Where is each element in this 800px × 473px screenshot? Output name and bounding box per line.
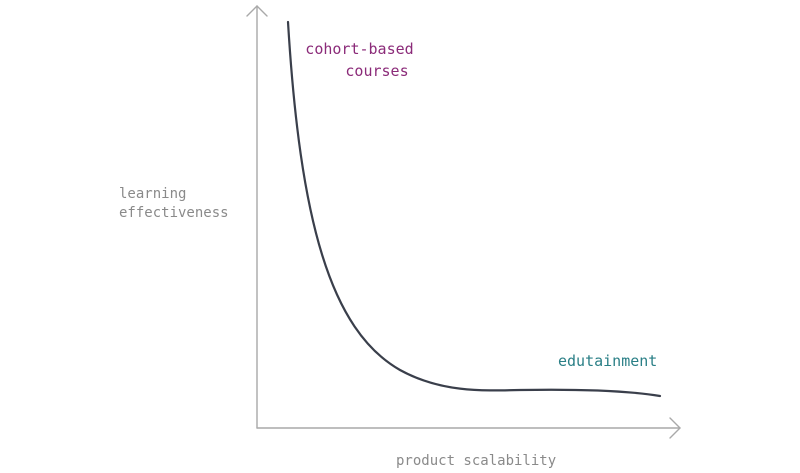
x-axis-arrowhead xyxy=(669,417,681,439)
y-axis-label: learning effectiveness xyxy=(119,186,229,221)
y-axis-arrowhead xyxy=(246,5,268,17)
x-axis xyxy=(256,417,681,439)
y-axis xyxy=(246,5,268,429)
tradeoff-curve xyxy=(286,20,662,398)
x-axis-label: product scalability xyxy=(396,453,556,469)
y-axis-label-line-1: learning xyxy=(119,186,186,202)
cohort-label-line-2: courses xyxy=(345,62,408,80)
y-axis-label-line-2: effectiveness xyxy=(119,205,229,221)
cohort-based-courses-label: cohort-based courses xyxy=(305,40,422,80)
cohort-label-line-1: cohort-based xyxy=(305,40,413,58)
edutainment-label: edutainment xyxy=(558,352,657,370)
